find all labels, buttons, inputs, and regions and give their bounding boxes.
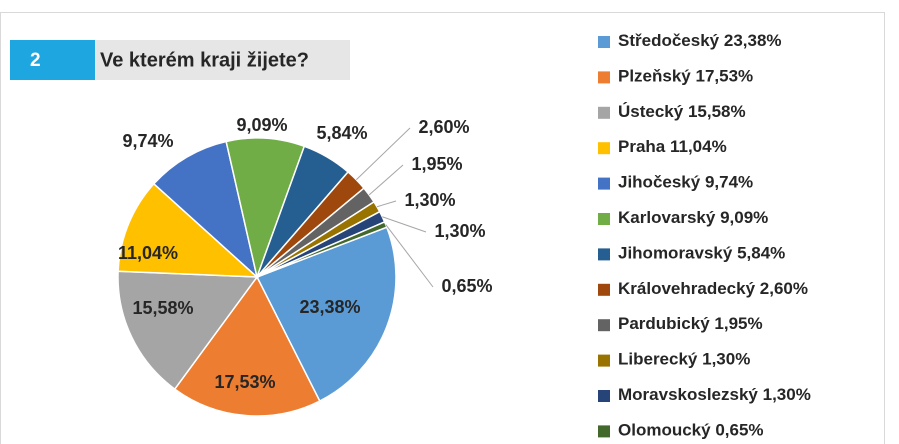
legend-swatch (598, 213, 610, 225)
leader-line (368, 164, 404, 196)
legend-label: Liberecký 1,30% (618, 350, 750, 369)
data-label: 9,74% (122, 131, 173, 151)
legend-name: Praha (618, 138, 666, 157)
legend-swatch (598, 106, 610, 119)
data-label: 2,60% (418, 117, 469, 137)
legend-swatch (598, 390, 610, 402)
pie-slice (117, 270, 259, 391)
legend-value: 15,58% (688, 102, 746, 121)
data-label: 17,53% (214, 372, 275, 392)
number-badge (10, 40, 95, 80)
legend-swatch (598, 142, 610, 155)
legend-swatch (598, 319, 610, 332)
chart-title: Ve kterém kraji žijete? (100, 49, 309, 71)
pie-slice (117, 182, 260, 278)
legend-label: Pardubický 1,95% (618, 315, 763, 334)
legend-value: 1,30% (702, 350, 750, 369)
legend-swatch (598, 177, 610, 190)
data-label: 5,84% (316, 123, 367, 143)
legend-swatch (598, 283, 610, 296)
legend-swatch (598, 36, 610, 48)
question-number: 2 (30, 50, 41, 71)
legend-label: Praha 11,04% (618, 138, 727, 157)
data-label: 1,95% (411, 154, 462, 174)
legend-label: Královehradecký 2,60% (618, 279, 808, 298)
legend-swatch (598, 71, 610, 84)
legend-label: Karlovarský 9,09% (618, 208, 768, 227)
legend-name: Královehradecký (618, 279, 756, 298)
legend-value: 17,53% (696, 67, 754, 86)
data-label: 1,30% (434, 221, 485, 241)
frame (0, 12, 885, 444)
pie-slice (173, 275, 321, 417)
legend-value: 11,04% (670, 138, 727, 157)
leader-line (382, 216, 427, 233)
legend-label: Jihočeský 9,74% (618, 173, 753, 192)
legend-value: 1,30% (763, 385, 811, 404)
legend-name: Plzeňský (618, 67, 691, 86)
data-label: 1,30% (404, 190, 455, 210)
legend-name: Karlovarský (618, 208, 716, 227)
data-label: 11,04% (118, 243, 178, 263)
legend-value: 2,60% (760, 279, 808, 298)
legend-name: Středočeský (618, 31, 720, 50)
legend-label: Jihomoravský 5,84% (618, 244, 785, 263)
leader-line (355, 127, 411, 181)
legend-value: 0,65% (715, 421, 763, 440)
legend-label: Plzeňský 17,53% (618, 67, 753, 86)
data-label: 9,09% (236, 115, 287, 135)
legend-name: Ústecký (618, 102, 684, 121)
legend-name: Olomoucký (618, 421, 711, 440)
pie-slice (255, 226, 397, 403)
leader-line (385, 224, 434, 288)
legend-name: Jihomoravský (618, 244, 733, 263)
legend-label: Středočeský 23,38% (618, 31, 782, 50)
legend-value: 23,38% (724, 31, 782, 50)
legend-value: 1,95% (714, 315, 762, 334)
pie-slice (225, 137, 306, 280)
leader-line (376, 200, 397, 208)
legend-swatch (598, 248, 610, 261)
pie-slice (152, 140, 259, 280)
legend-name: Pardubický (618, 315, 710, 334)
data-label: 23,38% (299, 297, 360, 317)
legend-value: 9,74% (705, 173, 753, 192)
data-label: 0,65% (441, 276, 492, 296)
legend-value: 5,84% (737, 244, 785, 263)
legend-name: Liberecký (618, 350, 698, 369)
legend-label: Olomoucký 0,65% (618, 421, 764, 440)
legend-swatch (598, 425, 610, 438)
legend-name: Moravskoslezský (618, 385, 758, 404)
legend-label: Ústecký 15,58% (618, 102, 746, 121)
legend-name: Jihočeský (618, 173, 701, 192)
legend-value: 9,09% (720, 208, 768, 227)
legend-swatch (598, 354, 610, 367)
legend-label: Moravskoslezský 1,30% (618, 385, 811, 404)
data-label: 15,58% (132, 298, 193, 318)
